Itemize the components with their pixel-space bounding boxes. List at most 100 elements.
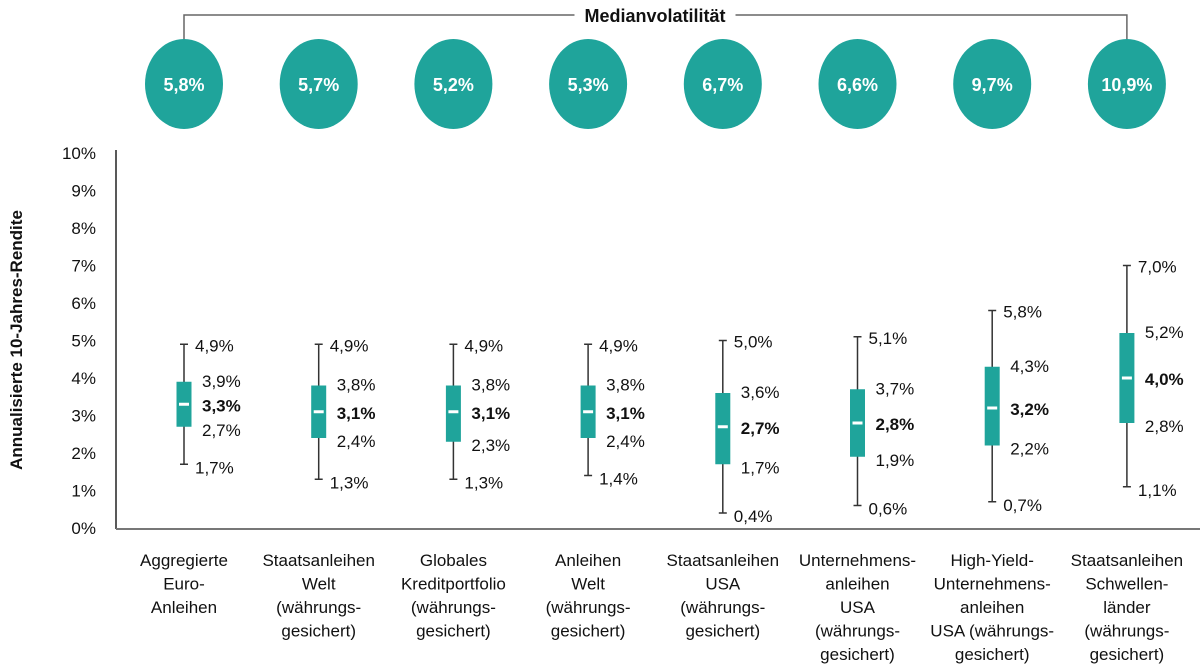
- median-label: 2,8%: [876, 415, 915, 434]
- category-label: Staatsanleihen: [262, 551, 374, 570]
- category-label: Welt: [302, 575, 336, 594]
- category-label: Anleihen: [555, 551, 621, 570]
- category-label: Welt: [571, 575, 605, 594]
- max-label: 5,0%: [734, 333, 773, 352]
- median-mark: [448, 410, 459, 414]
- category-label: Unternehmens-: [799, 551, 916, 570]
- volatility-circle: [414, 39, 493, 129]
- category-label: gesichert): [416, 622, 491, 641]
- median-label: 4,0%: [1145, 370, 1184, 389]
- q3-label: 3,9%: [202, 372, 241, 391]
- box: [984, 366, 1000, 446]
- q1-label: 1,7%: [741, 458, 780, 477]
- min-label: 1,4%: [599, 470, 638, 489]
- q3-label: 3,6%: [741, 383, 780, 402]
- q3-label: 3,8%: [606, 376, 645, 395]
- volatility-value: 5,3%: [568, 75, 609, 95]
- volatility-value: 5,7%: [298, 75, 339, 95]
- median-mark: [583, 410, 594, 414]
- q3-label: 4,3%: [1010, 357, 1049, 376]
- min-label: 0,6%: [869, 500, 908, 519]
- category-label: Unternehmens-: [934, 575, 1051, 594]
- q1-label: 2,7%: [202, 421, 241, 440]
- category-label: (währungs-: [546, 598, 631, 617]
- volatility-circle: [683, 39, 762, 129]
- volatility-value: 10,9%: [1101, 75, 1152, 95]
- min-label: 1,1%: [1138, 481, 1177, 500]
- category-label: Staatsanleihen: [1071, 551, 1183, 570]
- q3-label: 3,8%: [337, 376, 376, 395]
- q1-label: 2,4%: [337, 432, 376, 451]
- category-label: gesichert): [955, 645, 1030, 664]
- volatility-circle: [145, 39, 223, 129]
- median-mark: [1121, 376, 1132, 380]
- y-tick-label: 9%: [71, 182, 96, 201]
- y-tick-label: 10%: [62, 144, 96, 163]
- volatility-bracket-left: [183, 14, 575, 42]
- category-label: Aggregierte: [140, 551, 228, 570]
- category-label: Kreditportfolio: [401, 575, 506, 594]
- category-label: (währungs-: [680, 598, 765, 617]
- category-label: gesichert): [1090, 645, 1165, 664]
- median-mark: [852, 421, 863, 425]
- volatility-value: 5,8%: [163, 75, 204, 95]
- category-label: gesichert): [685, 622, 760, 641]
- q1-label: 2,8%: [1145, 417, 1184, 436]
- volatility-circle: [1087, 39, 1166, 129]
- category-label: gesichert): [820, 645, 895, 664]
- q3-label: 5,2%: [1145, 323, 1184, 342]
- median-label: 2,7%: [741, 419, 780, 438]
- y-tick-label: 2%: [71, 444, 96, 463]
- box: [715, 393, 731, 465]
- volatility-value: 9,7%: [972, 75, 1013, 95]
- y-tick-label: 4%: [71, 369, 96, 388]
- min-label: 1,3%: [464, 473, 503, 492]
- y-tick-label: 6%: [71, 294, 96, 313]
- q3-label: 3,8%: [471, 376, 510, 395]
- y-tick-label: 8%: [71, 219, 96, 238]
- volatility-circle: [279, 39, 358, 129]
- category-label: (währungs-: [411, 598, 496, 617]
- q3-label: 3,7%: [876, 379, 915, 398]
- volatility-value: 5,2%: [433, 75, 474, 95]
- q1-label: 1,9%: [876, 451, 915, 470]
- category-label: USA: [840, 598, 876, 617]
- max-label: 4,9%: [464, 336, 503, 355]
- y-tick-label: 0%: [71, 519, 96, 538]
- category-label: gesichert): [281, 622, 356, 641]
- min-label: 0,7%: [1003, 496, 1042, 515]
- volatility-value: 6,7%: [702, 75, 743, 95]
- max-label: 4,9%: [599, 336, 638, 355]
- median-mark: [313, 410, 324, 414]
- y-tick-label: 3%: [71, 407, 96, 426]
- median-label: 3,1%: [471, 404, 510, 423]
- category-label: Globales: [420, 551, 487, 570]
- max-label: 4,9%: [195, 336, 234, 355]
- median-label: 3,1%: [337, 404, 376, 423]
- y-axis-label: Annualisierte 10-Jahres-Rendite: [7, 210, 26, 470]
- category-label: Anleihen: [151, 598, 217, 617]
- max-label: 5,1%: [869, 329, 908, 348]
- category-label: USA: [705, 575, 741, 594]
- median-label: 3,2%: [1010, 400, 1049, 419]
- median-label: 3,1%: [606, 404, 645, 423]
- category-label: anleihen: [960, 598, 1024, 617]
- median-mark: [717, 425, 728, 429]
- max-label: 4,9%: [330, 336, 369, 355]
- max-label: 5,8%: [1003, 303, 1042, 322]
- category-label: High-Yield-: [950, 551, 1033, 570]
- volatility-title: Medianvolatilität: [584, 6, 725, 26]
- category-label: anleihen: [825, 575, 889, 594]
- q1-label: 2,3%: [471, 436, 510, 455]
- category-label: gesichert): [551, 622, 626, 641]
- volatility-bracket-right: [735, 14, 1128, 42]
- min-label: 1,7%: [195, 458, 234, 477]
- median-mark: [179, 402, 189, 406]
- median-mark: [987, 406, 998, 410]
- y-tick-label: 1%: [71, 482, 96, 501]
- category-label: Staatsanleihen: [667, 551, 779, 570]
- category-label: länder: [1103, 598, 1151, 617]
- y-tick-label: 5%: [71, 332, 96, 351]
- category-label: (währungs-: [815, 622, 900, 641]
